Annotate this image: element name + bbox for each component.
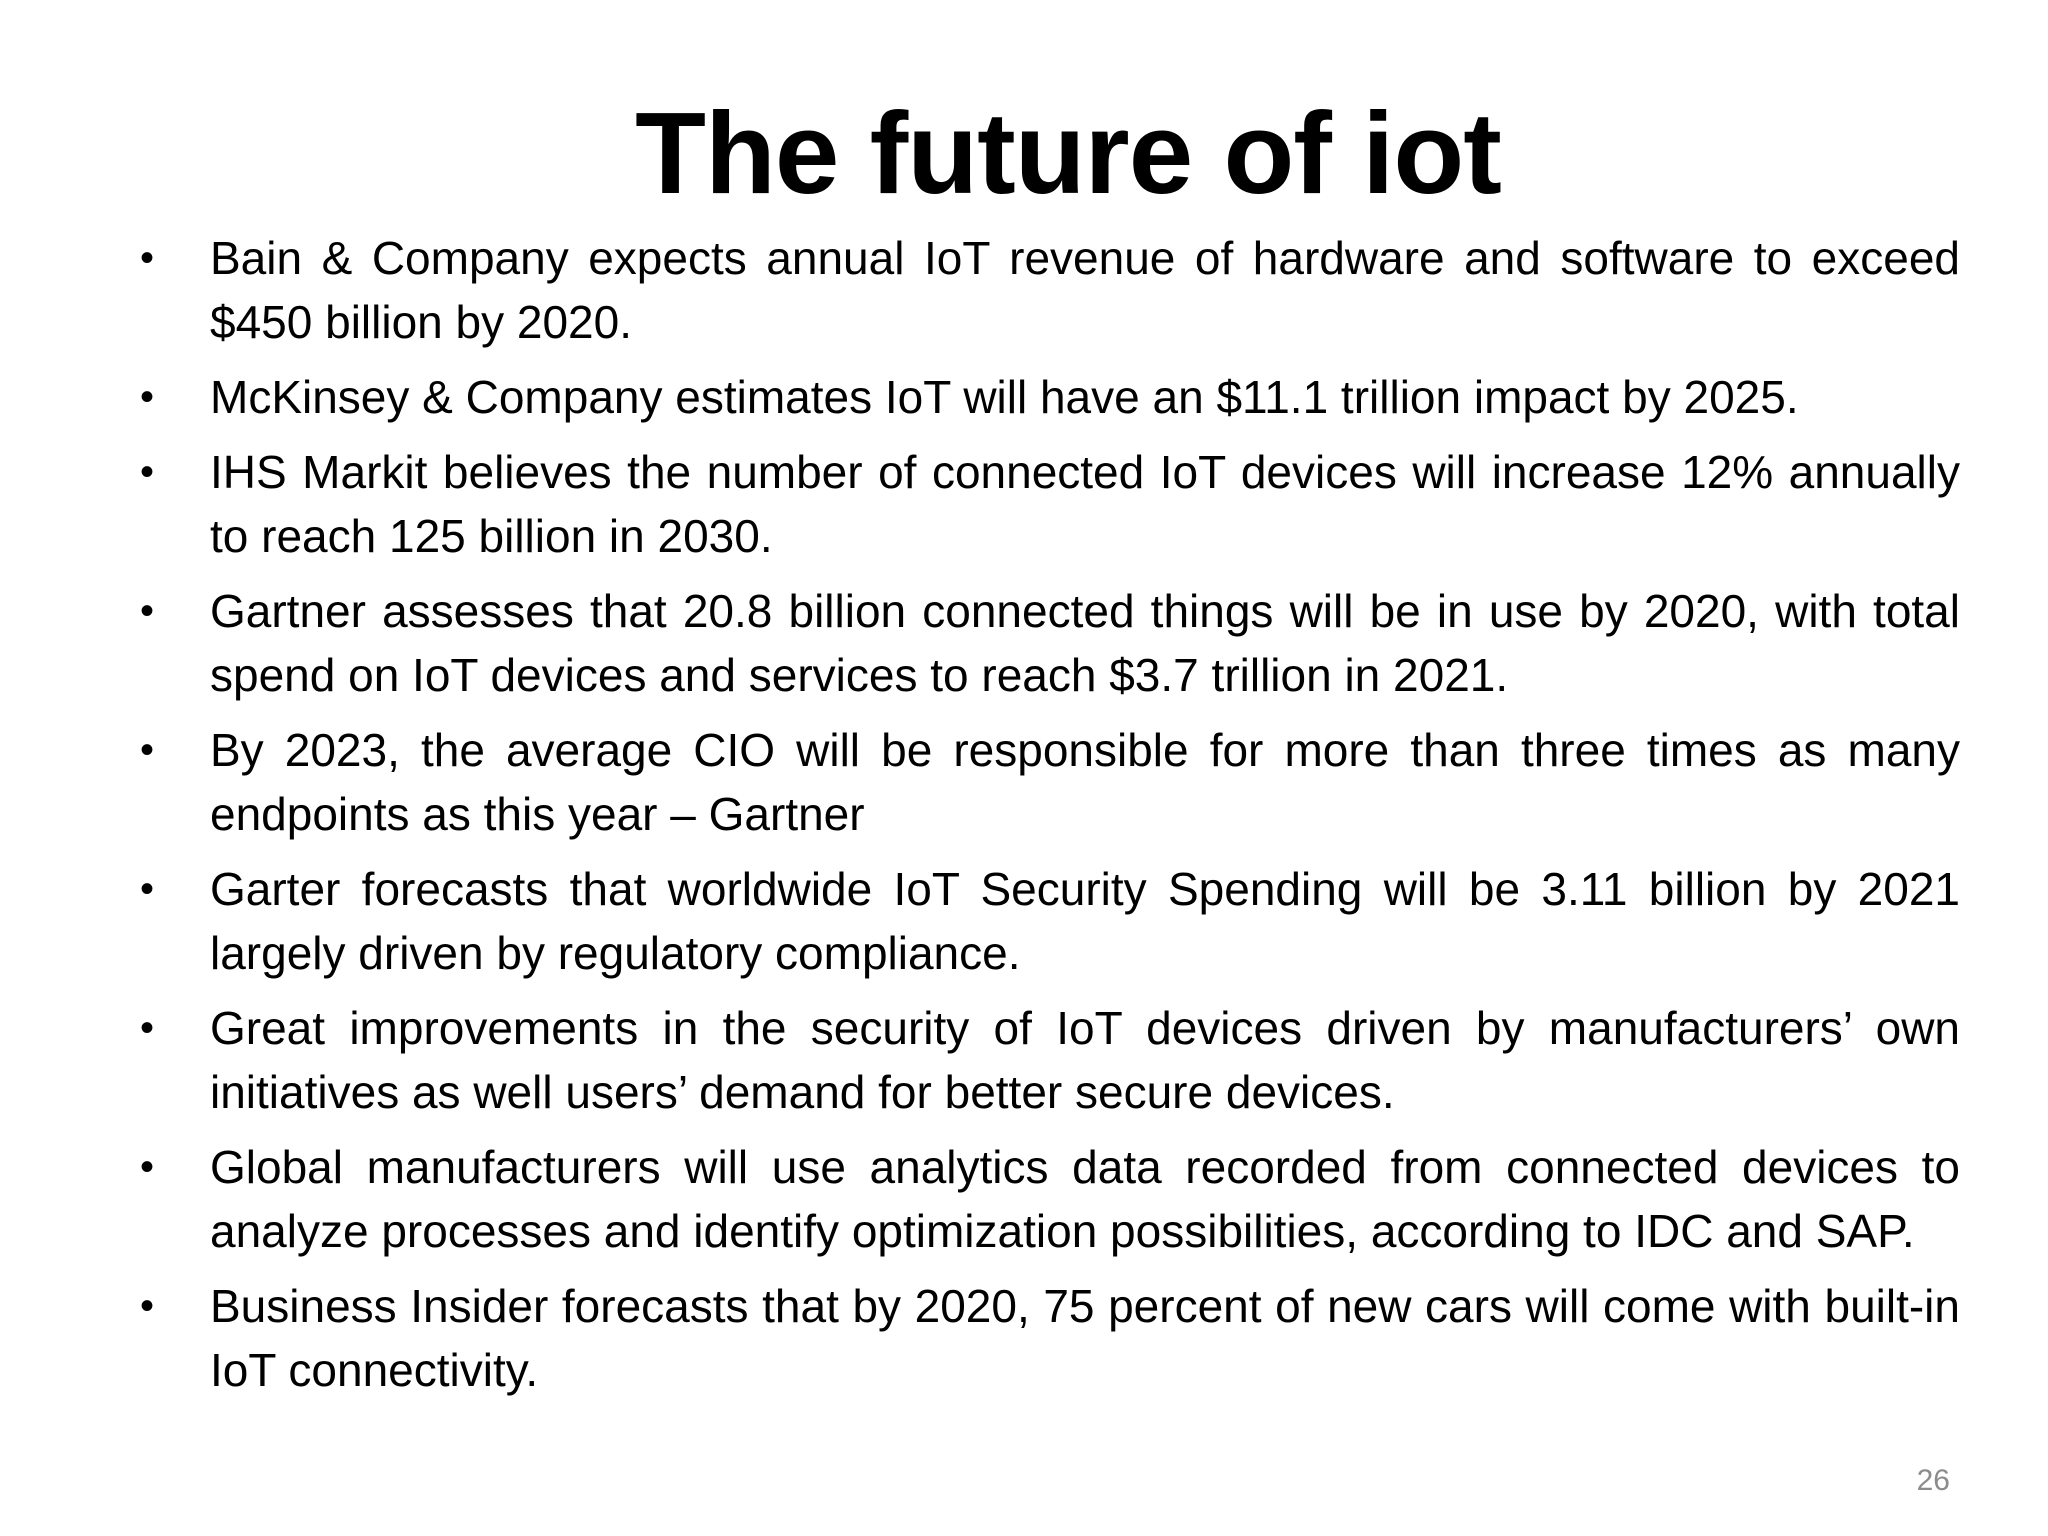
bullet-icon: • [140,1006,155,1050]
bullet-icon: • [140,1284,155,1328]
page-number: 26 [1916,1464,1950,1497]
bullet-icon: • [140,589,155,633]
bullet-text: IHS Markit believes the number of connec… [210,446,1960,562]
bullet-text: Garter forecasts that worldwide IoT Secu… [210,863,1960,979]
bullet-text: McKinsey & Company estimates IoT will ha… [210,371,1799,423]
bullet-text: Business Insider forecasts that by 2020,… [210,1280,1960,1396]
list-item: • Garter forecasts that worldwide IoT Se… [140,857,1960,985]
bullet-icon: • [140,867,155,911]
bullet-text: By 2023, the average CIO will be respons… [210,724,1960,840]
bullet-text: Gartner assesses that 20.8 billion conne… [210,585,1960,701]
bullet-icon: • [140,236,155,280]
bullet-list: • Bain & Company expects annual IoT reve… [140,226,1960,1413]
list-item: • McKinsey & Company estimates IoT will … [140,365,1960,429]
list-item: • Global manufacturers will use analytic… [140,1135,1960,1263]
bullet-icon: • [140,728,155,772]
slide-title: The future of iot [635,88,1502,218]
bullet-text: Bain & Company expects annual IoT revenu… [210,232,1960,348]
list-item: • Great improvements in the security of … [140,996,1960,1124]
list-item: • Gartner assesses that 20.8 billion con… [140,579,1960,707]
bullet-text: Global manufacturers will use analytics … [210,1141,1960,1257]
bullet-icon: • [140,450,155,494]
bullet-text: Great improvements in the security of Io… [210,1002,1960,1118]
bullet-icon: • [140,1145,155,1189]
list-item: • Bain & Company expects annual IoT reve… [140,226,1960,354]
list-item: • Business Insider forecasts that by 202… [140,1274,1960,1402]
list-item: • IHS Markit believes the number of conn… [140,440,1960,568]
bullet-icon: • [140,375,155,419]
list-item: • By 2023, the average CIO will be respo… [140,718,1960,846]
